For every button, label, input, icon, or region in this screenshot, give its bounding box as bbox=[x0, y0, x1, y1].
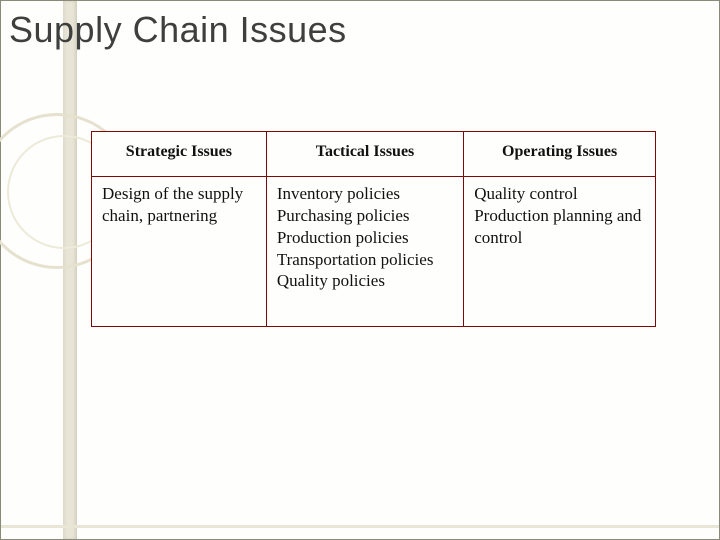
issues-table-container: Strategic Issues Tactical Issues Operati… bbox=[91, 131, 656, 327]
decorative-bar bbox=[63, 1, 77, 539]
col-header-tactical: Tactical Issues bbox=[266, 132, 463, 177]
col-header-operating: Operating Issues bbox=[464, 132, 656, 177]
cell-strategic: Design of the supply chain, partnering bbox=[92, 177, 267, 327]
table-header-row: Strategic Issues Tactical Issues Operati… bbox=[92, 132, 656, 177]
table-row: Design of the supply chain, partnering I… bbox=[92, 177, 656, 327]
slide-title: Supply Chain Issues bbox=[9, 9, 347, 51]
col-header-strategic: Strategic Issues bbox=[92, 132, 267, 177]
issues-table: Strategic Issues Tactical Issues Operati… bbox=[91, 131, 656, 327]
slide: Supply Chain Issues Strategic Issues Tac… bbox=[0, 0, 720, 540]
cell-operating: Quality controlProduction planning and c… bbox=[464, 177, 656, 327]
footer-divider bbox=[1, 525, 719, 528]
cell-tactical: Inventory policiesPurchasing policiesPro… bbox=[266, 177, 463, 327]
